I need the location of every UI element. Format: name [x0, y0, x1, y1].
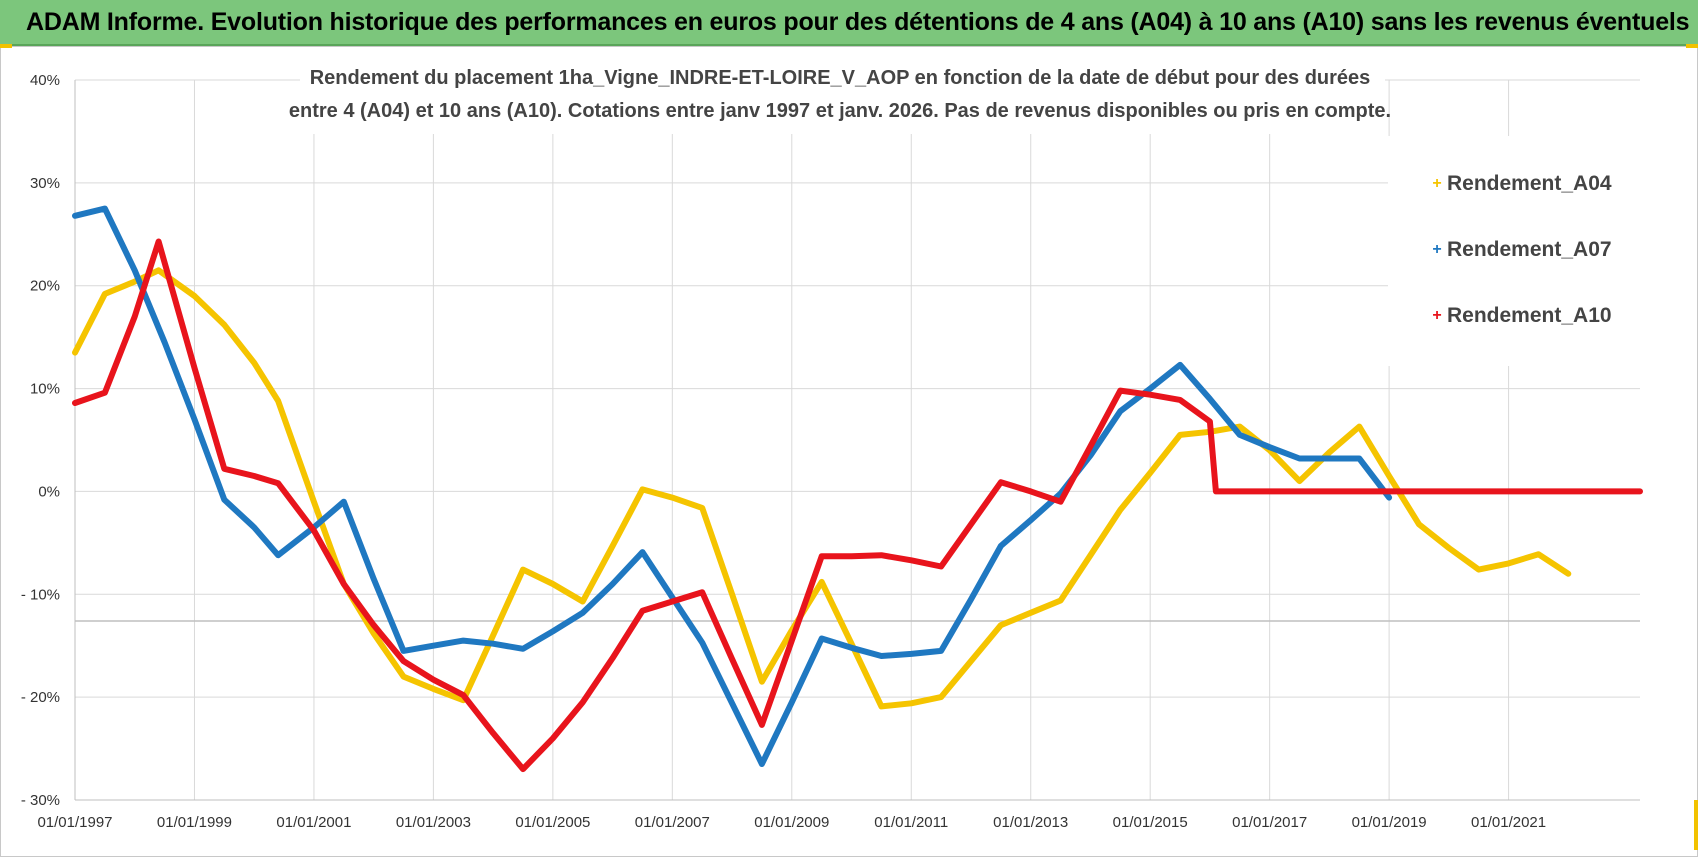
x-axis: 01/01/1997 01/01/1999 01/01/2001 01/01/2003… [37, 814, 1546, 831]
y-axis: 40% 30% 20% 10% 0% - 10% - 20% - 30% [21, 72, 60, 809]
x-tick-label: 01/01/1999 [157, 814, 232, 831]
chart-subtitle-line1: Rendement du placement 1ha_Vigne_INDRE-E… [310, 67, 1371, 89]
series-line-rendement-a07 [72, 205, 1393, 767]
y-tick-label: - 30% [21, 792, 60, 809]
legend-label: Rendement_A10 [1447, 304, 1612, 327]
subtitle-background [300, 62, 1385, 134]
page-title: ADAM Informe. Evolution historique des p… [26, 8, 1690, 36]
chart-grid [74, 79, 1640, 801]
chart-subtitle-line2: entre 4 (A04) et 10 ans (A10). Cotations… [289, 100, 1391, 122]
x-tick-label: 01/01/2009 [754, 814, 829, 831]
legend-marker: + [1432, 175, 1441, 192]
legend-marker: + [1432, 307, 1441, 324]
chart-area: Rendement du placement 1ha_Vigne_INDRE-E… [21, 62, 1643, 831]
corner-marker-bottom-right [1694, 800, 1698, 850]
title-banner: ADAM Informe. Evolution historique des p… [0, 0, 1698, 46]
chart-legend: + Rendement_A04 + Rendement_A07 + Rendement_A… [1388, 136, 1640, 366]
corner-marker-top-left [0, 44, 12, 48]
legend-background [1388, 136, 1640, 366]
x-tick-label: 01/01/2019 [1352, 814, 1427, 831]
y-tick-label: - 20% [21, 689, 60, 706]
corner-marker-top-right [1686, 44, 1698, 48]
series-line-rendement-a10 [72, 238, 1643, 773]
x-tick-label: 01/01/2015 [1113, 814, 1188, 831]
y-tick-label: - 10% [21, 586, 60, 603]
series-line-rendement-a04 [72, 267, 1572, 710]
legend-marker: + [1432, 241, 1441, 258]
y-tick-label: 0% [38, 483, 60, 500]
y-tick-label: 10% [30, 381, 60, 398]
x-tick-label: 01/01/1997 [37, 814, 112, 831]
x-tick-label: 01/01/2021 [1471, 814, 1546, 831]
x-tick-label: 01/01/2001 [276, 814, 351, 831]
series-layer [72, 205, 1643, 773]
y-tick-label: 20% [30, 278, 60, 295]
legend-label: Rendement_A07 [1447, 238, 1612, 261]
x-tick-label: 01/01/2007 [635, 814, 710, 831]
x-tick-label: 01/01/2005 [515, 814, 590, 831]
y-tick-label: 30% [30, 175, 60, 192]
x-tick-label: 01/01/2017 [1232, 814, 1307, 831]
y-tick-label: 40% [30, 72, 60, 89]
legend-label: Rendement_A04 [1447, 172, 1612, 195]
x-tick-label: 01/01/2011 [874, 814, 948, 831]
x-tick-label: 01/01/2003 [396, 814, 471, 831]
x-tick-label: 01/01/2013 [993, 814, 1068, 831]
